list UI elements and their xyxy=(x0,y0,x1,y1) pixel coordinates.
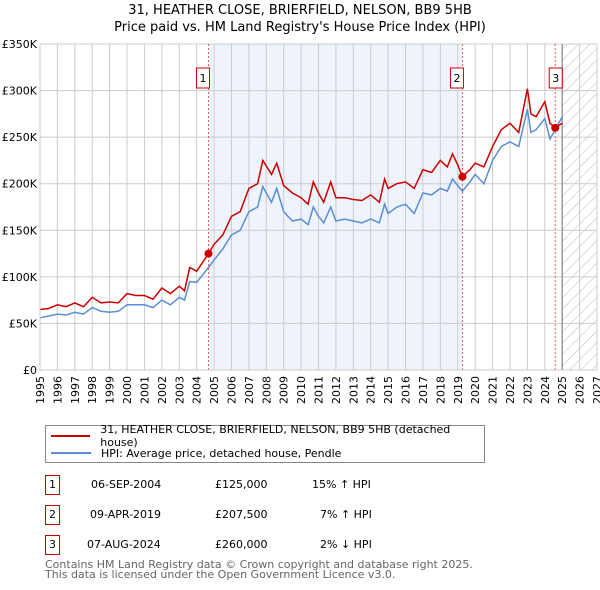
x-tick-label: 1996 xyxy=(51,376,64,404)
sale-label: 2 xyxy=(453,72,460,85)
y-tick-label: £0 xyxy=(23,364,37,377)
y-tick-label: £350K xyxy=(2,38,38,51)
x-tick-label: 1997 xyxy=(69,376,82,404)
price-chart: 1 2 3 1995 1996 1997 1998 1999 2000 2001 2002 2003 2… xyxy=(2,38,600,404)
marker-badge: 3 xyxy=(45,535,60,555)
x-tick-label: 2014 xyxy=(365,376,378,404)
marker-badge: 2 xyxy=(45,505,60,525)
legend-label: HPI: Average price, detached house, Pend… xyxy=(101,446,342,460)
y-tick-label: £50K xyxy=(9,317,38,330)
x-tick-label: 1995 xyxy=(34,376,47,404)
chart-title: 31, HEATHER CLOSE, BRIERFIELD, NELSON, B… xyxy=(128,3,472,18)
legend-item-property: 31, HEATHER CLOSE, BRIERFIELD, NELSON, B… xyxy=(51,423,484,449)
x-tick-label: 2018 xyxy=(434,376,447,404)
x-tick-label: 2010 xyxy=(295,376,308,404)
transaction-row: 2 09-APR-2019 £207,500 7% ↑ HPI xyxy=(45,505,445,525)
property-price-line xyxy=(39,88,563,311)
transaction-row: 3 07-AUG-2024 £260,000 2% ↓ HPI xyxy=(45,535,445,555)
chart-subtitle: Price paid vs. HM Land Registry's House … xyxy=(114,20,486,35)
x-tick-label: 2011 xyxy=(313,376,326,404)
x-tick-label: 2012 xyxy=(330,376,343,404)
x-tick-label: 2020 xyxy=(469,376,482,404)
sale-label-box xyxy=(548,67,563,89)
x-tick-label: 1998 xyxy=(86,376,99,404)
hpi-line xyxy=(39,109,563,319)
x-tick-label: 2001 xyxy=(138,376,151,404)
transaction-date: 06-SEP-2004 xyxy=(91,478,162,491)
transaction-hpi: 7% ↑ HPI xyxy=(320,508,372,521)
y-tick-label: £150K xyxy=(2,224,38,237)
x-tick-label: 2019 xyxy=(452,376,465,404)
transaction-price: £207,500 xyxy=(215,508,268,521)
x-tick-label: 2004 xyxy=(191,376,204,404)
transaction-row: 1 06-SEP-2004 £125,000 15% ↑ HPI xyxy=(45,475,445,495)
x-tick-label: 2000 xyxy=(121,376,134,404)
x-tick-label: 2015 xyxy=(382,376,395,404)
sale-label-box xyxy=(449,67,464,89)
x-tick-label: 2002 xyxy=(156,376,169,404)
x-tick-label: 2027 xyxy=(591,376,600,404)
x-tick-label: 2003 xyxy=(173,376,186,404)
transaction-price: £125,000 xyxy=(215,478,268,491)
x-tick-label: 2008 xyxy=(260,376,273,404)
x-tick-label: 2024 xyxy=(539,376,552,404)
sale-label: 3 xyxy=(552,72,559,85)
copyright-text: Contains HM Land Registry data © Crown c… xyxy=(45,558,473,571)
y-tick-label: £250K xyxy=(2,131,38,144)
sale-point xyxy=(204,249,213,258)
x-tick-label: 2007 xyxy=(243,376,256,404)
legend-label: 31, HEATHER CLOSE, BRIERFIELD, NELSON, B… xyxy=(100,423,451,449)
x-tick-label: 2017 xyxy=(417,376,430,404)
x-tick-label: 2006 xyxy=(225,376,238,404)
legend-swatch-red xyxy=(51,435,91,437)
transaction-hpi: 2% ↓ HPI xyxy=(320,538,372,551)
transaction-date: 07-AUG-2024 xyxy=(87,538,161,551)
transaction-hpi: 15% ↑ HPI xyxy=(312,478,371,491)
footer: Contains HM Land Registry data © Crown c… xyxy=(45,558,473,581)
y-tick-label: £200K xyxy=(2,178,38,191)
x-tick-label: 2022 xyxy=(504,376,517,404)
sale-point xyxy=(458,172,467,181)
licence-text: This data is licensed under the Open Gov… xyxy=(45,568,396,581)
x-tick-label: 2016 xyxy=(400,376,413,404)
sale-label: 1 xyxy=(199,72,206,85)
x-tick-label: 2013 xyxy=(347,376,360,404)
x-tick-label: 2021 xyxy=(487,376,500,404)
marker-badge: 1 xyxy=(45,475,60,495)
chart-legend: 31, HEATHER CLOSE, BRIERFIELD, NELSON, B… xyxy=(45,423,485,463)
x-tick-label: 2005 xyxy=(208,376,221,404)
sale-label-box xyxy=(195,67,210,89)
x-tick-label: 2025 xyxy=(556,376,569,404)
transaction-date: 09-APR-2019 xyxy=(90,508,162,521)
x-tick-label: 2026 xyxy=(574,376,587,404)
sale-point xyxy=(551,123,560,132)
y-tick-label: £100K xyxy=(2,271,38,284)
x-tick-label: 2023 xyxy=(521,376,534,404)
x-tick-label: 2009 xyxy=(278,376,291,404)
x-tick-label: 1999 xyxy=(104,376,117,404)
legend-item-hpi: HPI: Average price, detached house, Pend… xyxy=(51,445,341,461)
transaction-price: £260,000 xyxy=(215,538,268,551)
legend-swatch-blue xyxy=(51,452,91,454)
y-tick-label: £300K xyxy=(2,85,38,98)
